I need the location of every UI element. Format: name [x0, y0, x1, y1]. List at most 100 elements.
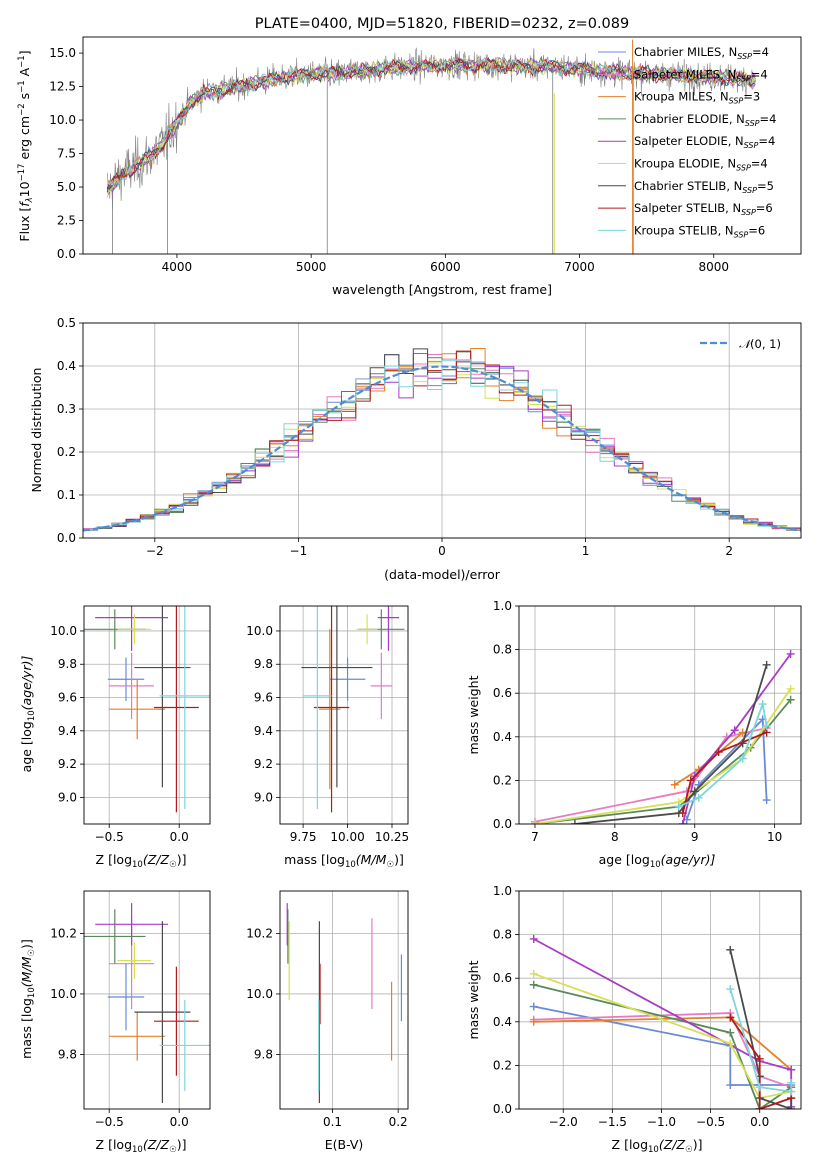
x-tick-label: 8000	[698, 260, 729, 274]
weight-line	[681, 731, 767, 814]
weight-marker	[670, 780, 679, 789]
y-tick-label: 15.0	[49, 46, 76, 60]
y-tick-label: 0.5	[57, 316, 76, 330]
axes-frame	[518, 605, 802, 825]
weight-vs-age-panel: 7 8 9 10 0.0 0.2 0.4 0.6 0.8 1.0	[493, 599, 802, 844]
weight-series-kroupa-stelib	[674, 700, 771, 811]
y-tick-label: 10.0	[50, 987, 77, 1001]
weight-line	[533, 938, 793, 1107]
gridlines	[280, 891, 408, 1109]
legend-label-normal: 𝒩(0, 1)	[739, 337, 781, 351]
errorbar-salpeter-elodie	[95, 606, 168, 651]
y-tick-label: 0.0	[57, 531, 76, 545]
weight-marker	[726, 1013, 735, 1022]
spectrum-title: PLATE=0400, MJD=51820, FIBERID=0232, z=0…	[255, 16, 629, 32]
weight-series-kroupa-elodie	[530, 684, 795, 824]
weight-line	[729, 988, 793, 1093]
y-tick-label: 10.0	[50, 624, 77, 638]
weight-marker	[755, 1083, 764, 1092]
weight-marker	[762, 660, 771, 669]
y-tick-label: 2.5	[57, 214, 76, 228]
weight-marker	[755, 1054, 764, 1063]
residuals-xlabel: (data-model)/error	[384, 567, 501, 582]
weight-marker	[726, 985, 735, 994]
errorbar-kroupa-elodie	[356, 614, 378, 645]
y-tick-label: 0.8	[493, 928, 512, 942]
errorbar-salpeter-elodie	[95, 903, 168, 946]
errorbar-chabrier-stelib	[134, 606, 191, 788]
errorbar-kroupa-stelib	[303, 606, 332, 810]
y-tick-label: 0.2	[493, 773, 512, 787]
legend-label-salpeter-elodie: Salpeter ELODIE, NSSP=4	[634, 134, 775, 150]
weight-line	[533, 1012, 792, 1089]
x-tick-label: −0.5	[95, 830, 124, 844]
spectrum-ylabel: Flux [fλ10−17 erg cm−2 s−1 A−1]	[17, 50, 35, 241]
weight-line	[729, 1016, 792, 1109]
x-tick-label: 10.00	[330, 830, 364, 844]
axes-frame	[82, 36, 802, 255]
y-tick-label: 10.0	[246, 987, 273, 1001]
axes-frame	[518, 890, 802, 1110]
x-tick-label: 1	[582, 544, 590, 558]
weight-series-chabrier-elodie	[530, 695, 795, 824]
errorbar-kroupa-stelib	[159, 606, 210, 810]
x-tick-label: 0.0	[750, 1115, 769, 1129]
y-tick-label: 9.2	[254, 757, 273, 771]
weight-marker	[726, 1081, 735, 1090]
y-tick-label: 0.2	[57, 445, 76, 459]
weight-marker	[529, 934, 538, 943]
x-tick-label: −1.5	[598, 1115, 627, 1129]
errorbar-salpeter-stelib	[154, 966, 199, 1076]
x-tick-label: 7000	[564, 260, 595, 274]
y-tick-label: 10.0	[49, 113, 76, 127]
axes-frame	[83, 605, 211, 825]
y-tick-label: 0.8	[493, 643, 512, 657]
ageM-xlabel: mass [log10(M/M☉)]	[284, 852, 404, 870]
residuals-panel: −2 −1 0 1 2 0.0 0.1 0.2 0.3 0.4 0.5 𝒩(0, 1)	[57, 316, 802, 558]
age-vs-mass-panel: 9.75 10.00 10.25 9.0 9.2 9.4 9.6 9.8 10.0	[246, 605, 409, 844]
y-tick-label: 9.8	[254, 657, 273, 671]
y-tick-label: 9.6	[58, 691, 77, 705]
errorbar-kroupa-elodie	[117, 942, 152, 979]
x-tick-label: 9	[691, 830, 699, 844]
errorbar-chabrier-elodie	[84, 909, 146, 964]
y-tick-label: 9.8	[58, 657, 77, 671]
y-tick-label: 0.4	[493, 1015, 512, 1029]
axes-frame	[279, 605, 409, 825]
legend-label-kroupa-elodie: Kroupa ELODIE, NSSP=4	[634, 157, 768, 173]
y-tick-label: 0.4	[493, 730, 512, 744]
x-tick-label: 10	[767, 830, 782, 844]
errorbar-kroupa-elodie	[117, 614, 152, 645]
mZ-ylabel: mass [log10(M/M☉)]	[19, 939, 37, 1059]
weight-series-salpeter-elodie	[678, 649, 795, 824]
weight-series-chabrier-elodie	[529, 980, 796, 1109]
y-tick-label: 9.4	[58, 724, 77, 738]
plot-area	[84, 903, 210, 1103]
weight-marker	[758, 700, 767, 709]
weight-marker	[786, 649, 795, 658]
model-line-kroupa-stelib	[106, 56, 756, 188]
y-tick-label: 0.6	[493, 971, 512, 985]
plot-area	[529, 934, 796, 1109]
weight-marker	[762, 796, 771, 805]
weight-series-kroupa-elodie	[529, 969, 796, 1103]
weight-marker	[786, 684, 795, 693]
errorbar-salpeter-miles	[370, 652, 392, 720]
legend-label-salpeter-stelib: Salpeter STELIB, NSSP=6	[634, 201, 773, 217]
mE-xlabel: E(B-V)	[325, 1137, 364, 1152]
legend-label-chabrier-elodie: Chabrier ELODIE, NSSP=4	[634, 112, 776, 128]
x-tick-label: −0.5	[95, 1115, 124, 1129]
mZ-xlabel: Z [log10(Z/Z☉)]	[96, 1137, 187, 1155]
errorbar-chabrier-miles	[107, 963, 145, 1031]
y-tick-label: 5.0	[57, 180, 76, 194]
weight-marker	[762, 721, 771, 730]
errorbar-salpeter-stelib	[313, 606, 350, 813]
y-tick-label: 10.2	[50, 926, 77, 940]
y-tick-label: 0.3	[57, 402, 76, 416]
x-tick-label: −2.0	[549, 1115, 578, 1129]
x-tick-label: 5000	[296, 260, 327, 274]
legend-label-kroupa-miles: Kroupa MILES, NSSP=3	[634, 90, 760, 106]
plot-area	[530, 649, 795, 824]
wZ-ylabel: mass weight	[466, 960, 481, 1039]
